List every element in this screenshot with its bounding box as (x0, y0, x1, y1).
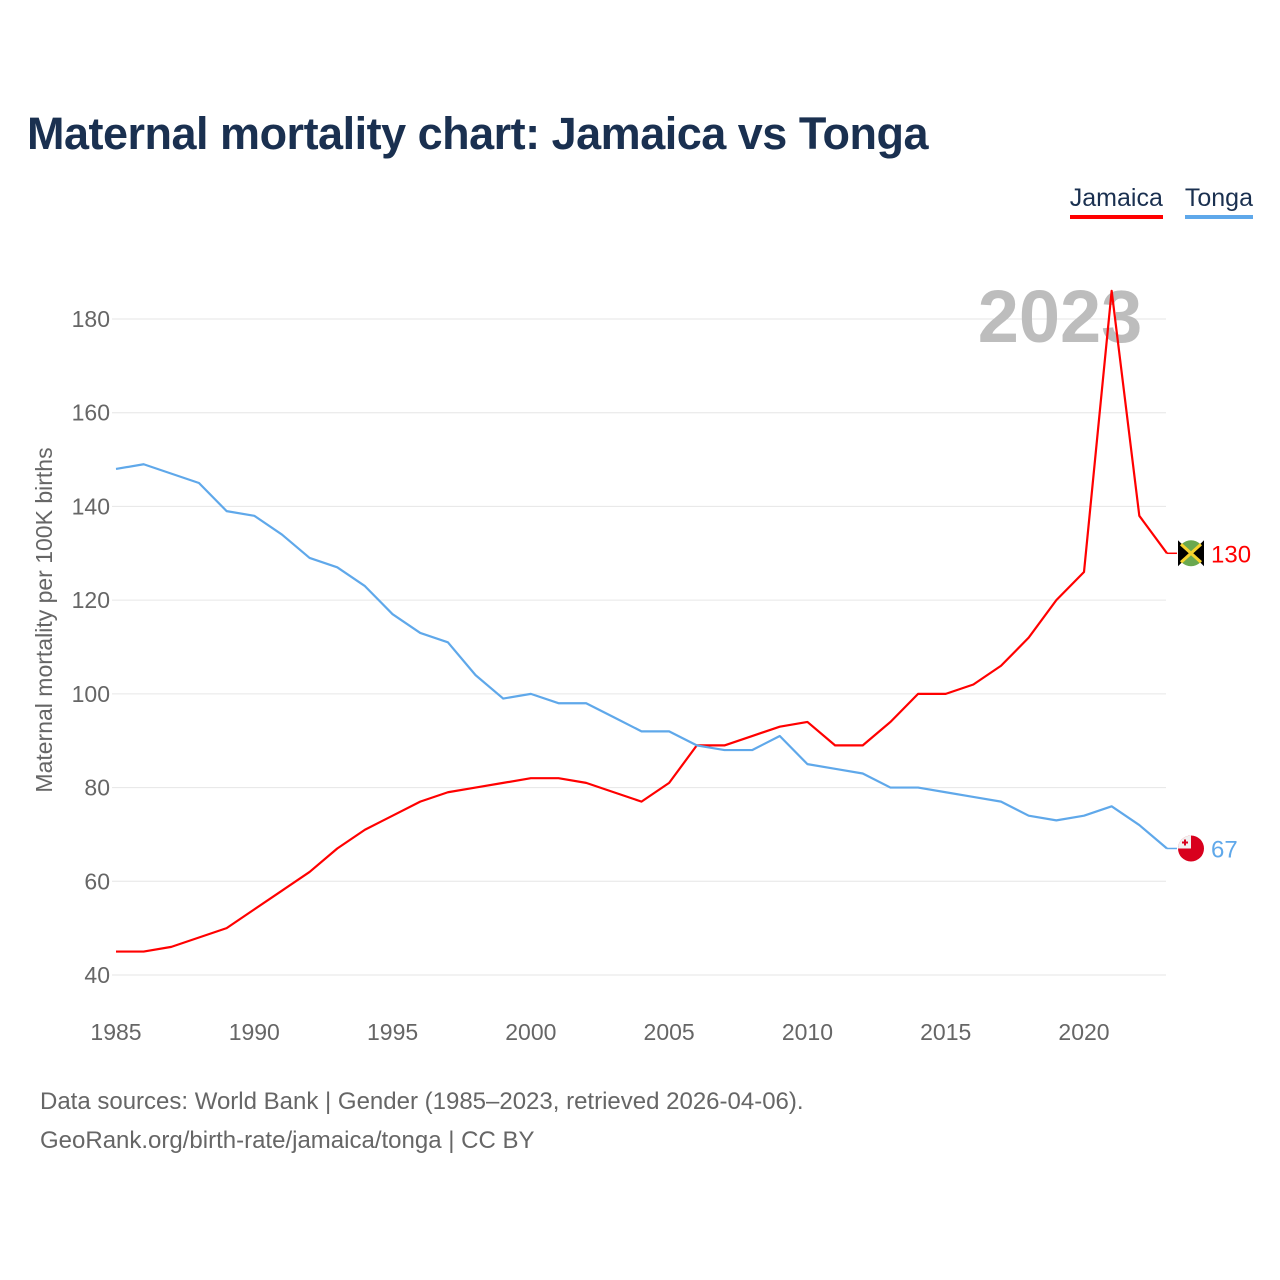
x-tick-label: 2020 (1058, 1019, 1109, 1045)
series-line-tonga[interactable] (115, 463, 1168, 850)
footer-link[interactable]: GeoRank.org/birth-rate/jamaica/tonga | C… (40, 1127, 535, 1154)
y-tick-label: 40 (84, 962, 110, 988)
y-axis-label: Maternal mortality per 100K births (31, 447, 57, 792)
x-tick-label: 2010 (782, 1019, 833, 1045)
end-value-label-jamaica: 130 (1211, 541, 1251, 568)
x-tick-label: 1985 (90, 1019, 141, 1045)
legend-item-jamaica[interactable]: Jamaica (1069, 184, 1163, 219)
series-line-jamaica[interactable] (116, 289, 1168, 953)
legend-item-tonga[interactable]: Tonga (1184, 184, 1253, 219)
x-tick-label: 1990 (229, 1019, 280, 1045)
y-tick-label: 180 (72, 306, 110, 332)
y-tick-label: 80 (84, 775, 110, 801)
y-tick-label: 100 (72, 681, 110, 707)
jamaica-flag-icon (1178, 540, 1204, 567)
x-tick-label: 2000 (505, 1019, 556, 1045)
legend: Jamaica Tonga (1069, 184, 1253, 219)
x-tick-label: 1995 (367, 1019, 418, 1045)
x-tick-label: 2005 (644, 1019, 695, 1045)
tonga-flag-icon (1178, 835, 1204, 862)
y-tick-label: 120 (72, 587, 110, 613)
y-tick-label: 60 (84, 868, 110, 894)
y-tick-label: 160 (72, 400, 110, 426)
y-tick-label: 140 (72, 493, 110, 519)
end-value-label-tonga: 67 (1211, 836, 1238, 863)
footer-sources: Data sources: World Bank | Gender (1985–… (40, 1088, 804, 1115)
x-tick-label: 2015 (920, 1019, 971, 1045)
chart-title: Maternal mortality chart: Jamaica vs Ton… (27, 108, 928, 159)
